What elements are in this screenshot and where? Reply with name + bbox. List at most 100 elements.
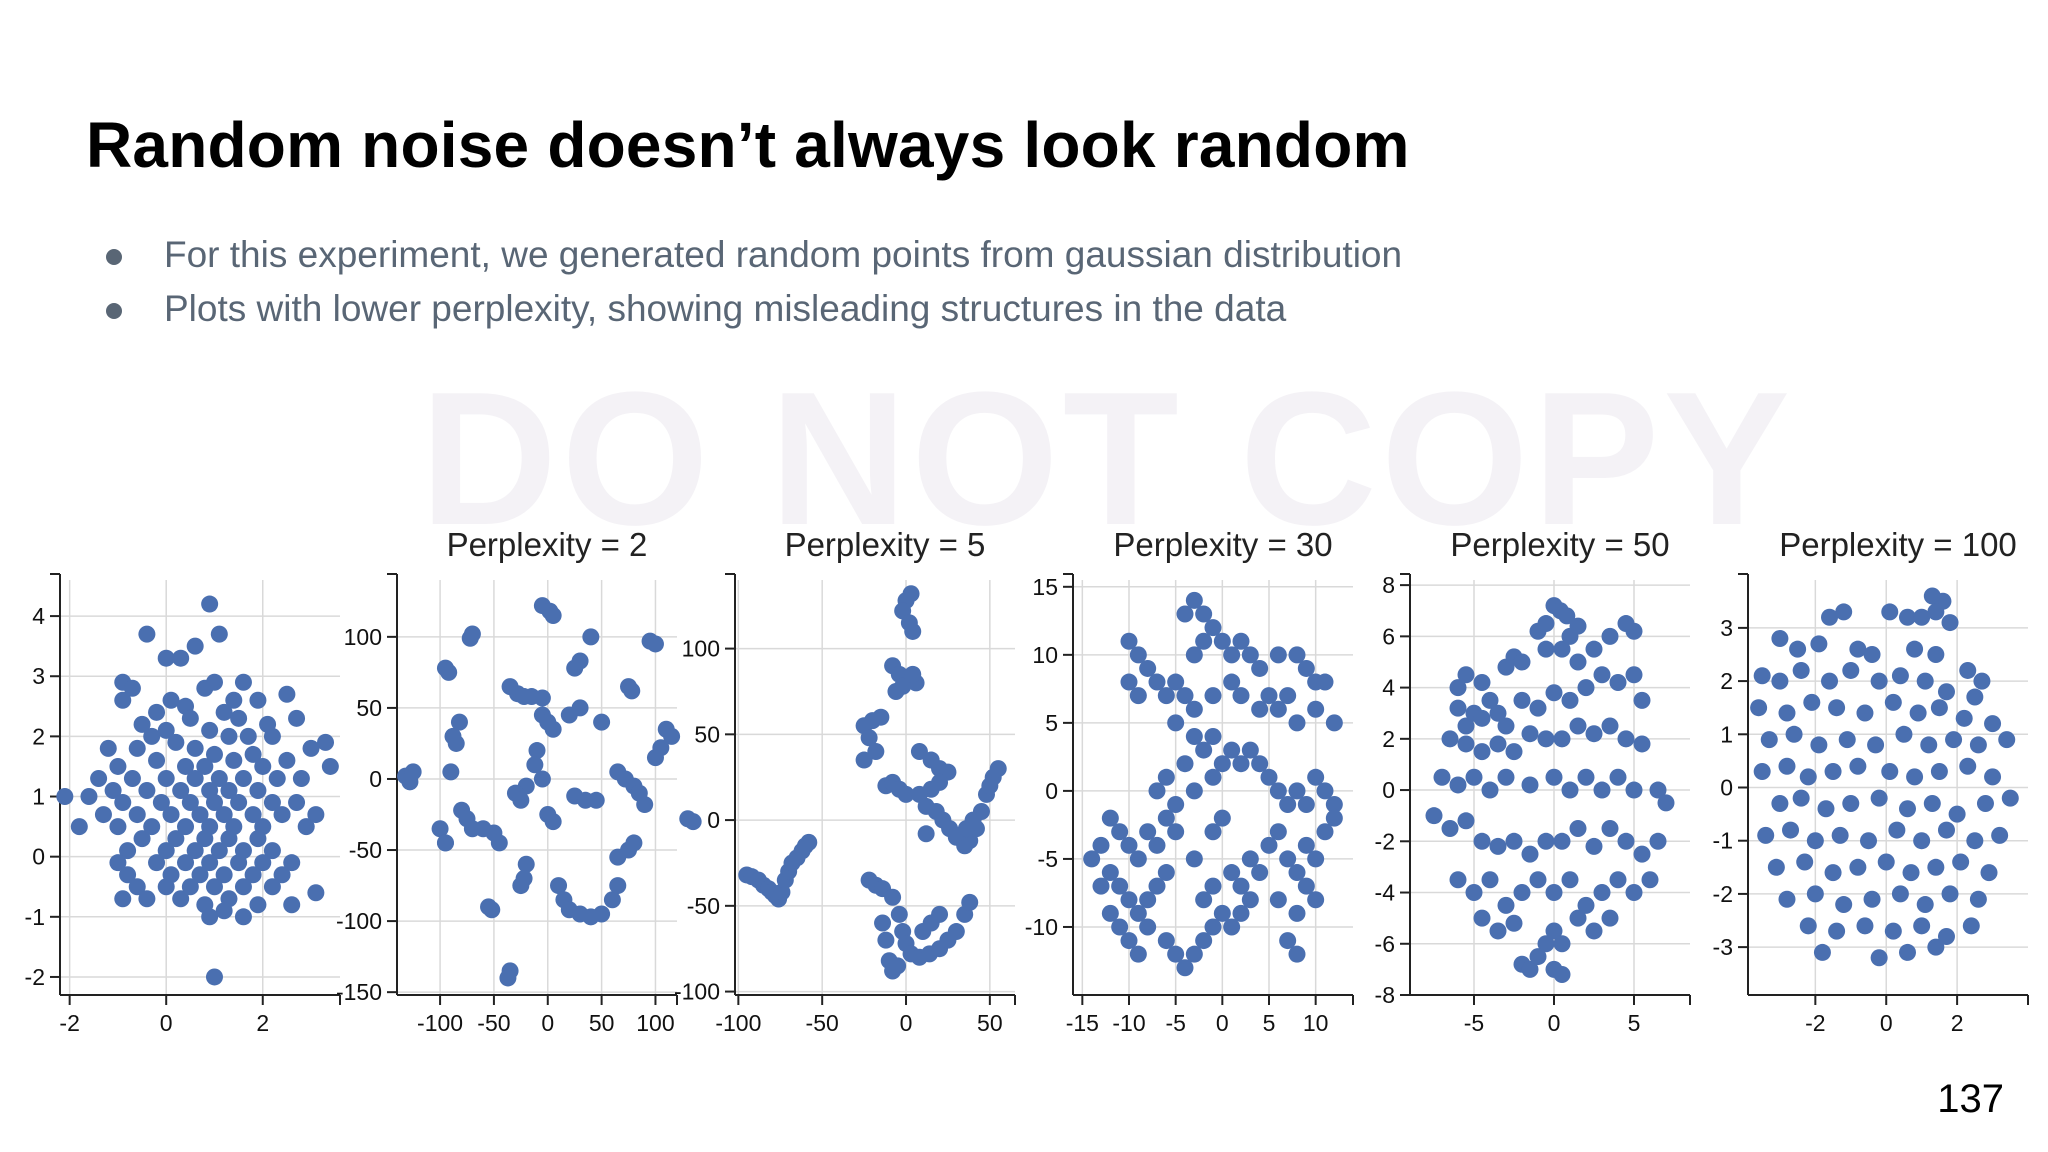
- chart-4-point-112: [1185, 850, 1203, 868]
- chart-4-point-58: [1325, 796, 1343, 814]
- chart-2-point-36: [499, 969, 517, 987]
- chart-6-point-51: [1824, 763, 1842, 781]
- chart-1-point-14: [162, 691, 180, 709]
- chart-5-ytick-label-8: 8: [1382, 572, 1395, 598]
- chart-1-point-60: [56, 788, 74, 806]
- chart-5-point-30: [1561, 691, 1579, 709]
- chart-3-title: Perplexity = 5: [785, 526, 986, 563]
- chart-4-point-107: [1288, 904, 1306, 922]
- chart-4-point-74: [1148, 877, 1166, 895]
- chart-6-point-78: [1767, 858, 1785, 876]
- chart-5-point-50: [1449, 776, 1467, 794]
- chart-1-point-7: [123, 679, 141, 697]
- chart-5-point-59: [1609, 768, 1627, 786]
- chart-6-point-15: [1927, 645, 1945, 663]
- chart-6-point-85: [1952, 853, 1970, 871]
- chart-1-point-54: [104, 782, 122, 800]
- chart-2-point-75: [609, 877, 627, 895]
- chart-1-point-103: [119, 866, 137, 884]
- chart-3-point-76: [874, 914, 892, 932]
- chart-4-point-37: [1185, 727, 1203, 745]
- chart-5-point-17: [1449, 679, 1467, 697]
- chart-4-point-45: [1260, 768, 1278, 786]
- chart-4-point-7: [1223, 646, 1241, 664]
- chart-5-point-73: [1585, 837, 1603, 855]
- chart-2-point-42: [646, 635, 664, 653]
- chart-4-point-105: [1325, 809, 1343, 827]
- chart-3-xtick-label-1: -50: [806, 1010, 839, 1036]
- chart-4-point-54: [1288, 782, 1306, 800]
- chart-2-point-16: [528, 742, 546, 760]
- chart-5-point-96: [1569, 909, 1587, 927]
- chart-6-point-37: [1984, 715, 2002, 733]
- chart-5-point-19: [1473, 673, 1491, 691]
- chart-2-xtick-label-0: -100: [417, 1010, 463, 1036]
- chart-4-point-30: [1260, 687, 1278, 705]
- chart-5-point-13: [1585, 640, 1603, 658]
- chart-6-point-11: [1810, 635, 1828, 653]
- chart-4-point-104: [1316, 823, 1334, 841]
- chart-1-point-43: [254, 757, 272, 775]
- bullet-item-2: Plots with lower perplexity, showing mis…: [104, 282, 1402, 336]
- chart-3-ytick-label-4: 100: [682, 636, 720, 662]
- chart-1-point-49: [186, 769, 204, 787]
- chart-1-point-28: [239, 727, 257, 745]
- chart-6-point-27: [1966, 688, 1984, 706]
- chart-6-point-16: [1959, 661, 1977, 679]
- chart-6-point-91: [1891, 885, 1909, 903]
- chart-4-point-77: [1101, 904, 1119, 922]
- chart-5-point-64: [1441, 819, 1459, 837]
- chart-1-point-0: [201, 595, 219, 613]
- chart-6-point-104: [1898, 943, 1916, 961]
- chart-1-point-79: [143, 818, 161, 836]
- chart-1-point-85: [133, 830, 151, 848]
- chart-5-xtick-label-2: 5: [1628, 1010, 1641, 1036]
- chart-5-point-68: [1505, 832, 1523, 850]
- chart-6-point-48: [1753, 763, 1771, 781]
- chart-5-point-23: [1457, 717, 1475, 735]
- chart-6-ytick-label-5: 2: [1720, 668, 1733, 694]
- chart-3-point-59: [957, 820, 975, 838]
- chart-4-ytick-label-5: 15: [1032, 574, 1058, 600]
- chart-1-ytick-label-2: 0: [32, 844, 45, 870]
- chart-1-point-12: [278, 685, 296, 703]
- chart-4-point-31: [1269, 700, 1287, 718]
- chart-1-point-78: [109, 818, 127, 836]
- chart-1-point-123: [215, 902, 233, 920]
- chart-1-point-64: [181, 794, 199, 812]
- chart-4-point-62: [1129, 850, 1147, 868]
- chart-5-ytick-label-2: -4: [1375, 880, 1396, 906]
- chart-3-point-20: [904, 622, 922, 640]
- chart-5-point-61: [1649, 781, 1667, 799]
- chart-6-point-30: [1803, 693, 1821, 711]
- chart-4-xtick-label-4: 5: [1263, 1010, 1276, 1036]
- chart-2-point-34: [483, 901, 501, 919]
- chart-4-point-61: [1120, 836, 1138, 854]
- chart-6-point-7: [1913, 608, 1931, 626]
- chart-3-point-73: [947, 923, 965, 941]
- chart-6-point-73: [1888, 821, 1906, 839]
- chart-6-ytick-label-2: -1: [1713, 828, 1733, 854]
- chart-4-point-56: [1307, 768, 1325, 786]
- chart-4-point-55: [1297, 796, 1315, 814]
- chart-6-point-38: [1760, 731, 1778, 749]
- chart-1-point-62: [114, 794, 132, 812]
- chart-5-point-54: [1521, 776, 1539, 794]
- chart-1-point-90: [119, 842, 137, 860]
- chart-6-point-98: [1884, 922, 1902, 940]
- chart-1-point-70: [128, 806, 146, 824]
- chart-3-point-37: [897, 785, 915, 803]
- chart-2-point-21: [512, 791, 530, 809]
- chart-4-point-90: [1232, 904, 1250, 922]
- chart-4-xtick-label-0: -15: [1066, 1010, 1099, 1036]
- chart-3-xtick-label-2: 0: [900, 1010, 913, 1036]
- chart-4-point-82: [1157, 932, 1175, 950]
- chart-5-point-58: [1593, 781, 1611, 799]
- chart-6-point-43: [1895, 725, 1913, 743]
- chart-1-point-72: [191, 806, 209, 824]
- chart-2-point-51: [571, 699, 589, 717]
- chart-1-point-32: [128, 739, 146, 757]
- chart-5-ytick-label-4: 0: [1382, 777, 1395, 803]
- chart-5-point-34: [1625, 666, 1643, 684]
